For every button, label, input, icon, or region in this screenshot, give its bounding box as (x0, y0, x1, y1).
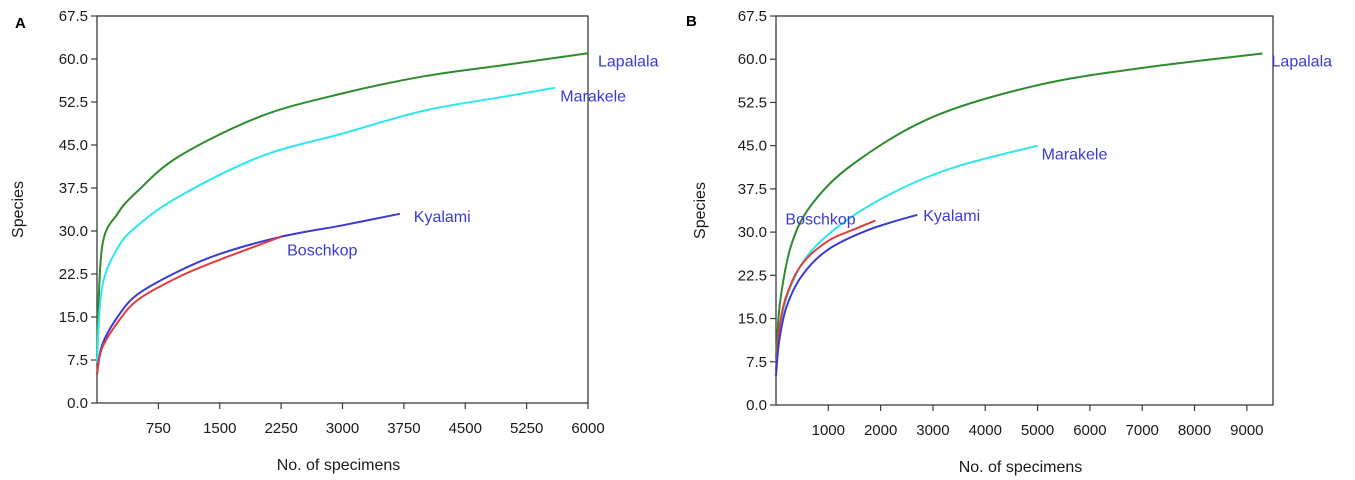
y-tick-label: 45.0 (738, 138, 767, 155)
chart-panel-b: B 0.0 7.5 15.0 22.5 30.0 37.5 45.0 52.5 60.0 67.5 1… (686, 8, 1332, 476)
series-line-kyalami (96, 212, 400, 375)
y-tick-label: 45.0 (59, 137, 88, 154)
y-tick-label: 0.0 (67, 395, 88, 412)
x-tick-label: 3000 (326, 420, 359, 437)
y-tick-label: 22.5 (59, 266, 88, 283)
y-tick-label: 7.5 (746, 354, 767, 371)
y-tick-label: 30.0 (59, 223, 88, 240)
y-tick-label: 15.0 (59, 309, 88, 326)
series-label-kyalami: Kyalami (923, 208, 980, 225)
y-axis-title: Species (10, 181, 27, 238)
x-tick-label: 5000 (1021, 422, 1054, 439)
x-tick-label: 7000 (1126, 422, 1159, 439)
x-tick-label: 750 (146, 420, 171, 437)
series-line-boschkop (96, 235, 282, 375)
series-label-lapalala: Lapalala (598, 53, 659, 70)
series-line-lapalala (775, 52, 1263, 359)
x-tick-label: 3750 (387, 420, 420, 437)
y-tick-label: 30.0 (738, 224, 767, 241)
y-tick-label: 67.5 (738, 8, 767, 25)
x-tick-label: 6000 (571, 420, 604, 437)
x-tick-label: 9000 (1230, 422, 1263, 439)
x-tick-label: 4500 (449, 420, 482, 437)
plot-frame (775, 15, 1274, 406)
series-label-kyalami: Kyalami (414, 209, 471, 226)
plot-frame (96, 15, 589, 404)
y-tick-label: 60.0 (59, 51, 88, 68)
series-label-marakele: Marakele (560, 89, 626, 106)
x-tick-label: 2000 (864, 422, 897, 439)
series-line-kyalami (775, 213, 918, 377)
series-label-marakele: Marakele (1042, 147, 1108, 164)
y-tick-label: 67.5 (59, 8, 88, 25)
x-tick-label: 2250 (264, 420, 297, 437)
series-label-lapalala: Lapalala (1272, 53, 1333, 70)
y-tick-label: 60.0 (738, 51, 767, 68)
y-tick-label: 52.5 (59, 94, 88, 111)
y-tick-label: 15.0 (738, 311, 767, 328)
x-tick-label: 4000 (969, 422, 1002, 439)
y-tick-label: 52.5 (738, 94, 767, 111)
x-tick-label: 1500 (203, 420, 236, 437)
chart-panel-a: A 0.0 7.5 15.0 22.5 30.0 37.5 45.0 52.5 60.0 67.5 7… (10, 8, 659, 474)
panel-label: A (15, 15, 26, 32)
y-tick-label: 37.5 (59, 180, 88, 197)
y-tick-label: 37.5 (738, 181, 767, 198)
panel-label: B (686, 13, 697, 30)
series-line-lapalala (96, 52, 589, 358)
x-tick-label: 3000 (916, 422, 949, 439)
series-line-marakele (775, 144, 1038, 371)
x-tick-label: 6000 (1073, 422, 1106, 439)
x-tick-label: 1000 (812, 422, 845, 439)
x-tick-label: 5250 (510, 420, 543, 437)
series-line-boschkop (775, 219, 876, 371)
y-axis-title: Species (692, 182, 709, 239)
y-tick-label: 0.0 (746, 397, 767, 414)
series-label-boschkop: Boschkop (287, 243, 357, 260)
y-tick-label: 22.5 (738, 267, 767, 284)
x-axis-title: No. of specimens (277, 457, 401, 474)
series-line-marakele (96, 86, 556, 363)
series-label-boschkop: Boschkop (785, 212, 855, 229)
x-tick-label: 8000 (1178, 422, 1211, 439)
y-tick-label: 7.5 (67, 352, 88, 369)
x-axis-title: No. of specimens (959, 459, 1083, 476)
